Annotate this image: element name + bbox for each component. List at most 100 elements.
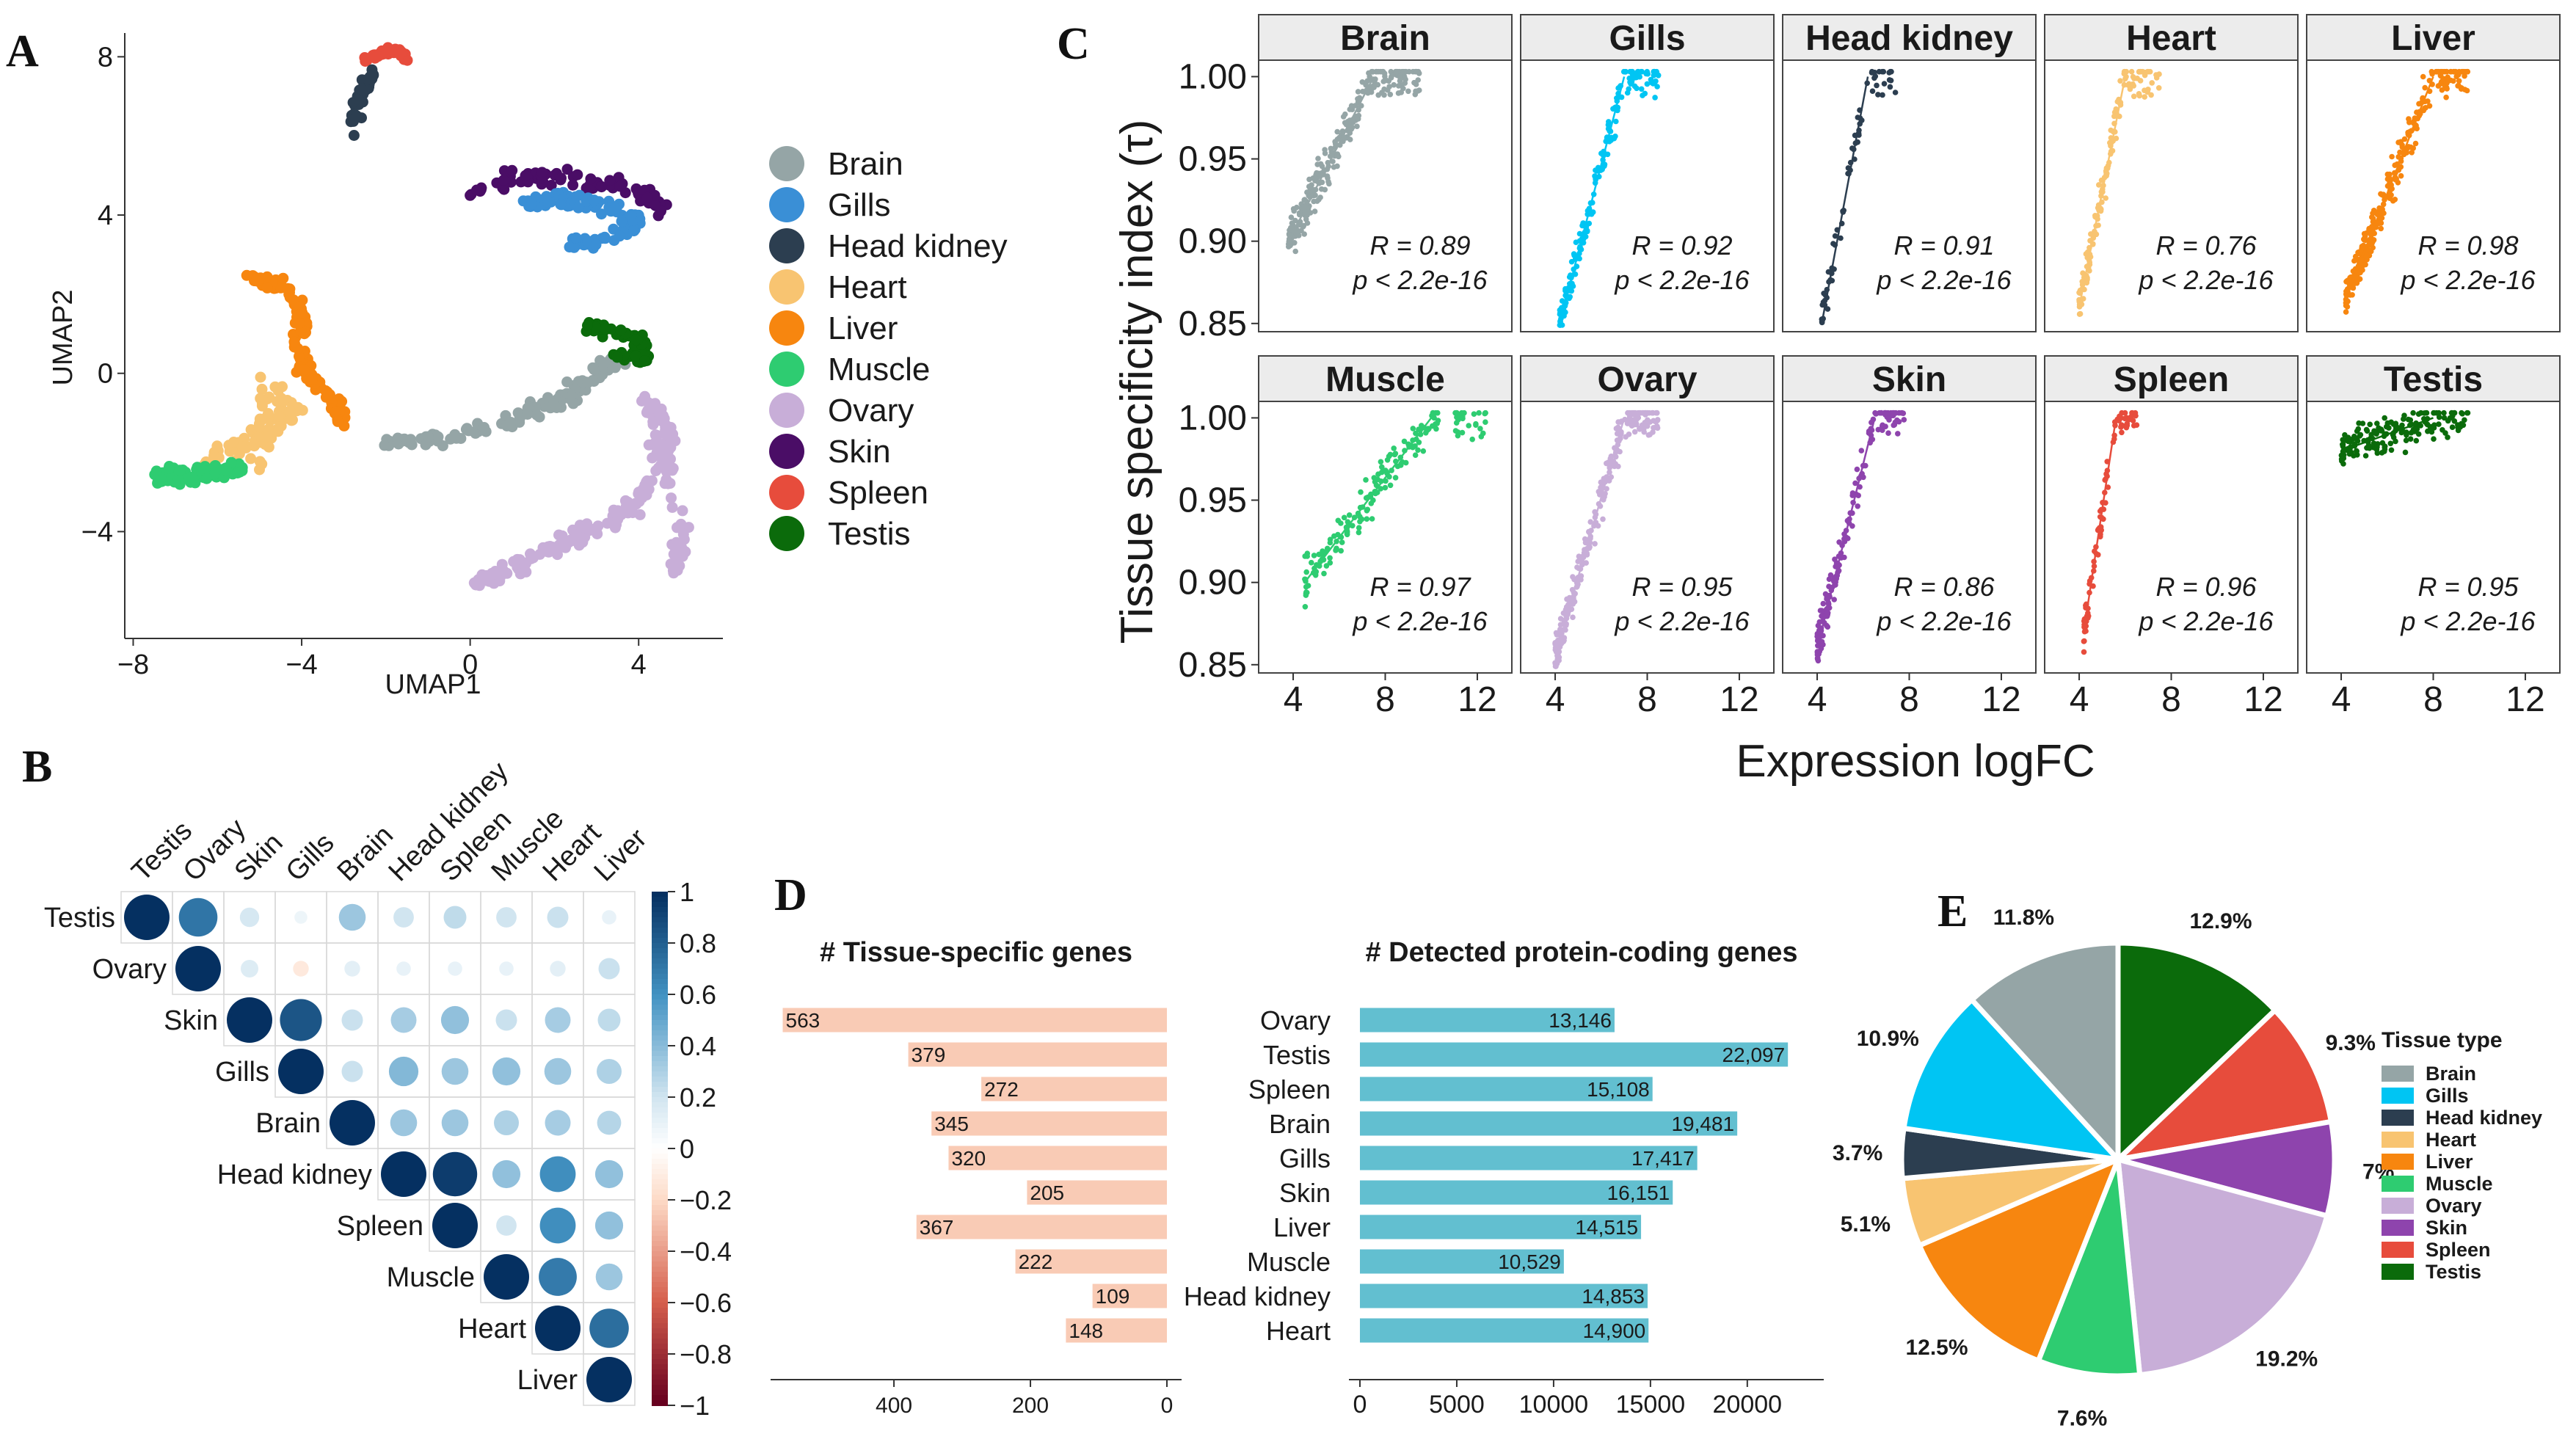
facet-point — [1604, 460, 1609, 467]
correlation-circle — [178, 897, 218, 937]
colorbar-segment — [652, 1190, 668, 1195]
tau-facet-testis: Testis R = 0.95 p < 2.2e-16 4 8 12 — [2306, 355, 2561, 719]
correlation-circle — [441, 1057, 469, 1085]
umap-point-brain — [505, 417, 517, 428]
facet-point — [1567, 294, 1573, 300]
facet-point — [1458, 409, 1465, 416]
facet-point — [2145, 87, 2151, 92]
facet-point — [1598, 484, 1604, 491]
facet-point — [1592, 541, 1598, 547]
tissue-specific-value-label: 320 — [951, 1147, 986, 1170]
facet-point — [1406, 68, 1412, 75]
facet-point — [1858, 448, 1865, 454]
facet-point — [1631, 429, 1638, 435]
facet-point — [2374, 450, 2381, 456]
umap-point-heart — [261, 431, 273, 443]
pie-percent-labels: 12.9%9.3%7%19.2%7.6%12.5%5.1%3.7%10.9%11… — [1833, 906, 2394, 1431]
facet-point — [2417, 409, 2424, 416]
facet-r-label: R = 0.86 — [1893, 572, 1995, 602]
facet-point — [1595, 522, 1601, 529]
facet-point — [1382, 484, 1389, 491]
facet-point — [2367, 421, 2373, 428]
pie-legend-swatch-brain — [2382, 1066, 2414, 1082]
facet-regression-line — [1559, 76, 1626, 324]
facet-point — [1827, 572, 1834, 578]
protein-coding-bar — [1360, 1042, 1789, 1067]
umap-point-heart — [263, 441, 274, 453]
facet-point — [2412, 140, 2419, 147]
tissue-specific-bar — [981, 1077, 1167, 1102]
pie-percent-label: 12.9% — [2189, 909, 2252, 933]
umap-point-heart — [272, 426, 284, 437]
umap-point-brain — [609, 362, 621, 374]
umap-point-muscle — [150, 465, 162, 477]
pie-percent-label: 10.9% — [1857, 1027, 1919, 1051]
facet-point — [1334, 545, 1339, 552]
colorbar-segment — [652, 1179, 668, 1185]
facet-point — [1590, 209, 1596, 215]
umap-point-heart — [284, 405, 296, 417]
facet-point — [1375, 68, 1381, 75]
facet-point — [2361, 230, 2368, 237]
facet-point — [1413, 68, 1419, 75]
facet-point — [2462, 87, 2468, 92]
facet-point — [1322, 147, 1328, 153]
facet-point — [1433, 426, 1439, 432]
facet-point — [1644, 81, 1651, 87]
umap-point-ovary — [528, 552, 539, 564]
facet-point — [2441, 409, 2447, 416]
facet-point — [1400, 68, 1407, 75]
umap-point-ovary — [550, 542, 561, 553]
facet-point — [1335, 531, 1341, 538]
facet-point — [1355, 89, 1361, 95]
facet-point — [2155, 85, 2162, 91]
colorbar-segment — [652, 1344, 668, 1350]
umap-point-ovary — [609, 522, 621, 534]
facet-point — [1305, 209, 1311, 216]
correlation-circle — [594, 1211, 624, 1240]
umap-point-ovary — [583, 525, 595, 536]
pie-legend-label-spleen: Spleen — [2426, 1239, 2491, 1261]
umap-point-liver — [299, 364, 310, 376]
facet-point — [1300, 222, 1307, 229]
pie-legend-label-skin: Skin — [2426, 1217, 2467, 1239]
correlation-grid — [120, 891, 636, 1406]
colorbar-segment — [652, 1051, 668, 1057]
facet-point — [2390, 197, 2396, 204]
facet-point — [1415, 77, 1421, 83]
facet-point — [1852, 480, 1858, 487]
correlation-circle — [341, 1060, 363, 1082]
umap-point-heart — [256, 383, 268, 395]
protein-coding-genes-title: # Detected protein-coding genes — [1365, 937, 1797, 968]
protein-coding-x-tick-label: 10000 — [1519, 1391, 1589, 1419]
facet-strip — [2306, 355, 2561, 402]
facet-point — [2084, 280, 2090, 286]
colorbar-segment — [652, 1359, 668, 1365]
umap-point-ovary — [519, 558, 531, 570]
colorbar-segment — [652, 989, 668, 995]
colorbar-segment — [652, 1148, 668, 1154]
facet-strip-label: Testis — [2384, 360, 2483, 399]
facet-point — [2343, 309, 2349, 315]
tau-facets: Brain R = 0.89 p < 2.2e-16 1.00 0.95 0.90 0.85… — [1179, 14, 2561, 719]
colorbar-segment — [652, 943, 668, 949]
facet-point — [2464, 409, 2471, 416]
facet-point — [1350, 522, 1356, 529]
colorbar-segment — [652, 1164, 668, 1170]
colorbar-segment — [652, 1005, 668, 1011]
correlation-circle — [589, 1308, 629, 1348]
facet-point — [1292, 240, 1298, 246]
facet-point — [1370, 497, 1376, 503]
facet-x-tick-label: 12 — [1720, 680, 1758, 719]
pie-legend-swatch-skin — [2382, 1220, 2414, 1236]
correlation-circle — [330, 1100, 375, 1146]
colorbar-segment — [652, 1102, 668, 1108]
protein-coding-x-tick-label: 5000 — [1429, 1391, 1485, 1419]
facet-point — [2404, 150, 2409, 156]
facet-point — [2349, 292, 2355, 298]
facet-point — [1642, 420, 1648, 426]
umap-point-skin — [561, 164, 573, 175]
correlation-circle — [441, 1109, 469, 1137]
facet-point — [1892, 90, 1899, 95]
facet-point — [2350, 268, 2357, 274]
